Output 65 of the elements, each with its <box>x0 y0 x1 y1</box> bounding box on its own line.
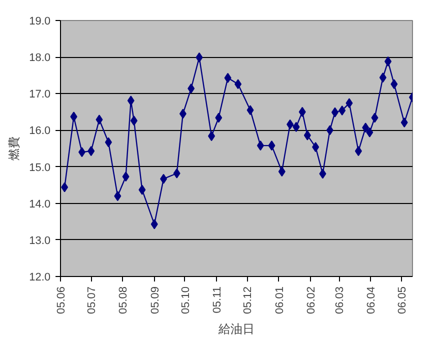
y-tick-label: 14.0 <box>29 198 51 210</box>
x-tick-label: 05.09 <box>149 286 162 314</box>
point <box>312 142 320 152</box>
point <box>188 84 195 94</box>
point <box>346 98 353 108</box>
point <box>326 125 334 136</box>
x-tick-label: 06.04 <box>366 286 378 314</box>
point <box>138 184 146 195</box>
y-tick-label: 17.0 <box>29 88 51 101</box>
point <box>127 96 134 106</box>
y-axis-title: 燃費 <box>7 136 22 160</box>
point <box>104 137 112 148</box>
y-tick-label: 18.0 <box>29 52 51 64</box>
x-tick-label: 05.11 <box>212 286 224 314</box>
point <box>96 114 103 125</box>
x-tick-label: 06.01 <box>274 286 286 314</box>
point <box>366 127 374 138</box>
point <box>61 182 68 192</box>
point <box>390 79 398 90</box>
point <box>122 172 130 182</box>
x-tick-label: 05.07 <box>86 286 98 314</box>
point <box>384 56 392 66</box>
point <box>331 107 338 118</box>
point <box>173 168 180 178</box>
point <box>150 219 158 230</box>
point <box>88 146 95 156</box>
point <box>338 105 346 116</box>
point <box>256 140 264 151</box>
point <box>130 116 138 126</box>
x-tick-label: 05.06 <box>56 286 68 314</box>
x-tick-label: 06.02 <box>305 286 318 314</box>
point <box>362 122 370 133</box>
point <box>292 122 300 132</box>
x-tick-label: 06.05 <box>396 286 408 314</box>
point <box>70 112 78 122</box>
x-tick-label: 05.12 <box>242 286 254 314</box>
y-tick-label: 15.0 <box>29 162 51 174</box>
point <box>114 191 122 202</box>
point <box>354 146 362 156</box>
x-tick-label: 05.08 <box>118 286 130 314</box>
point <box>179 108 186 119</box>
point <box>208 131 216 142</box>
x-axis-title: 給油日 <box>218 322 254 336</box>
point <box>246 105 254 116</box>
y-tick-label: 13.0 <box>29 234 51 247</box>
point <box>379 72 386 83</box>
x-tick-label: 05.10 <box>180 286 192 314</box>
x-tick-label: 06.03 <box>334 286 346 314</box>
point <box>286 119 294 130</box>
point <box>400 118 408 128</box>
y-tick-label: 16.0 <box>29 125 51 138</box>
point <box>278 166 286 177</box>
point <box>268 140 276 151</box>
point <box>196 52 203 62</box>
point <box>298 106 306 117</box>
point <box>304 130 311 140</box>
y-tick-label: 12.0 <box>29 272 51 284</box>
y-tick-label: 19.0 <box>29 16 51 28</box>
point <box>215 112 222 123</box>
point <box>224 72 232 83</box>
point <box>78 147 86 158</box>
point <box>319 168 326 179</box>
point <box>371 112 378 123</box>
point <box>160 174 168 184</box>
point <box>234 79 242 90</box>
